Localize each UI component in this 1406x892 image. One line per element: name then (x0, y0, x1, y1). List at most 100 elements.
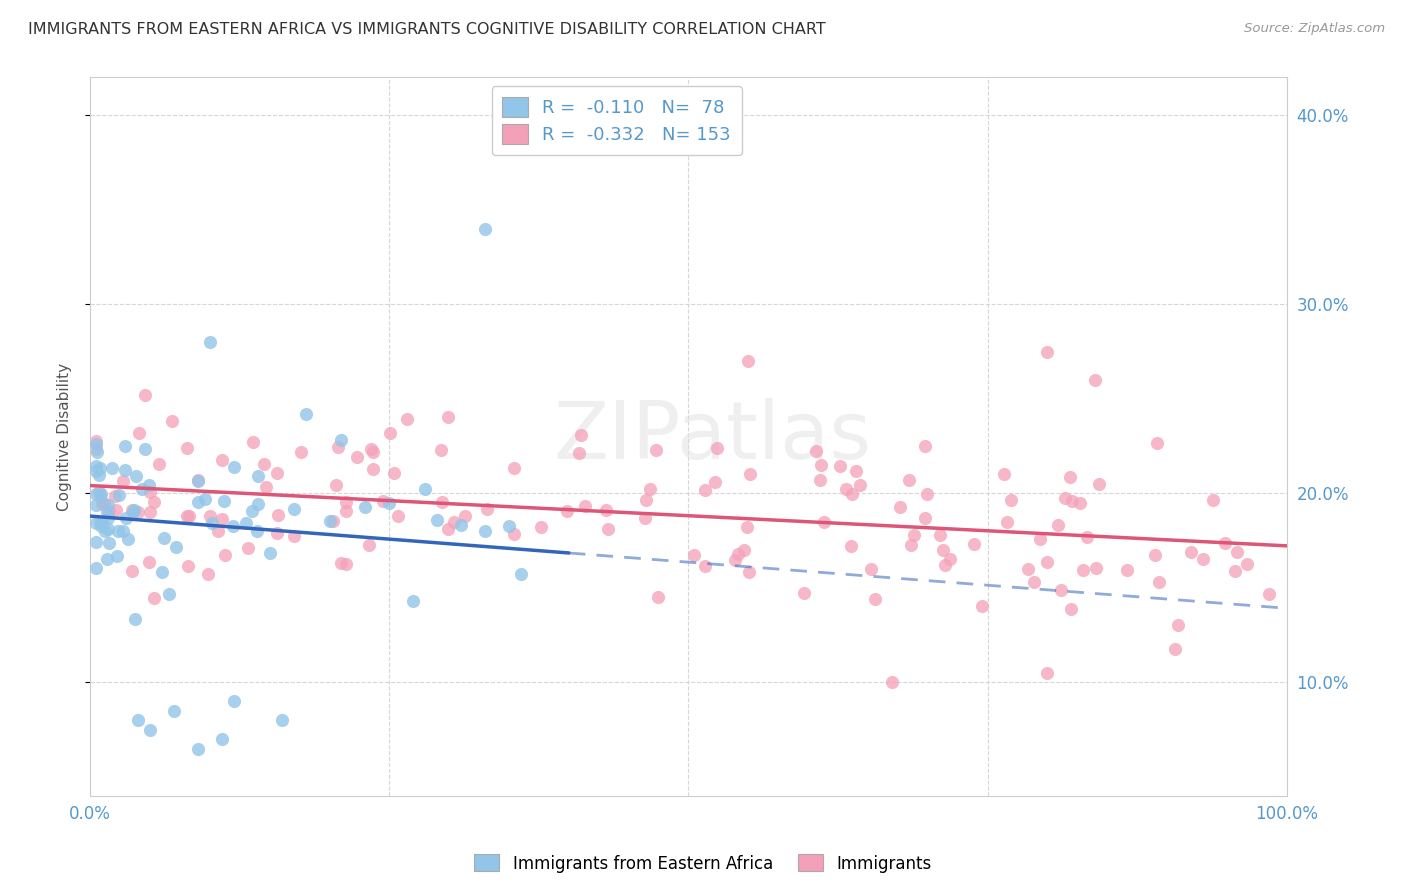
Point (90, 519, 112, 533)
Point (1036, 555, 1059, 569)
Point (214, 494, 236, 508)
Point (860, 562, 883, 576)
Point (176, 441, 198, 455)
Point (363, 444, 385, 458)
Point (89, 461, 111, 475)
Point (112, 474, 135, 488)
Point (91, 497, 114, 511)
Point (246, 524, 269, 539)
Point (176, 508, 198, 523)
Point (96, 551, 118, 566)
Point (810, 458, 832, 472)
Text: ZIPatlas: ZIPatlas (554, 398, 872, 475)
Point (187, 475, 209, 489)
Point (929, 528, 952, 542)
Point (900, 538, 922, 552)
Point (283, 502, 305, 516)
Point (87, 485, 110, 500)
Point (114, 439, 136, 453)
Point (644, 442, 666, 457)
Point (970, 599, 993, 613)
Point (738, 565, 761, 579)
Point (503, 527, 526, 541)
Point (569, 428, 592, 442)
Point (963, 537, 986, 551)
Point (1146, 435, 1168, 450)
Point (396, 411, 419, 425)
Point (194, 492, 217, 507)
Point (142, 591, 165, 605)
Point (84, 442, 107, 456)
Point (638, 482, 661, 496)
Point (246, 469, 269, 483)
Point (555, 504, 578, 518)
Point (122, 505, 145, 519)
Point (96, 505, 118, 519)
Point (503, 460, 526, 475)
Point (157, 587, 180, 601)
Y-axis label: Cognitive Disability: Cognitive Disability (58, 362, 72, 510)
Point (938, 552, 960, 566)
Point (176, 558, 198, 573)
Point (1223, 564, 1246, 578)
Point (97, 522, 120, 536)
Point (1036, 665, 1059, 680)
Point (198, 335, 221, 350)
Point (703, 475, 725, 490)
Point (246, 497, 269, 511)
Point (934, 558, 956, 573)
Point (413, 482, 436, 496)
Point (266, 466, 288, 480)
Point (835, 482, 858, 496)
Point (735, 520, 758, 534)
Point (359, 538, 381, 552)
Point (634, 492, 657, 507)
Point (235, 516, 257, 530)
Point (270, 713, 292, 727)
Point (240, 504, 263, 518)
Point (86, 535, 108, 549)
Point (335, 504, 357, 518)
Point (97, 504, 120, 518)
Point (335, 495, 357, 509)
Point (108, 487, 131, 501)
Point (124, 469, 146, 483)
Point (1060, 602, 1083, 616)
Point (634, 511, 657, 525)
Point (849, 478, 872, 492)
Point (897, 473, 920, 487)
Point (84, 487, 107, 501)
Point (111, 524, 134, 538)
Point (98, 535, 121, 549)
Point (903, 528, 925, 542)
Point (93, 524, 115, 538)
Point (127, 505, 149, 519)
Point (84, 516, 107, 530)
Point (121, 503, 143, 517)
Point (437, 522, 460, 536)
Point (89, 516, 111, 530)
Point (139, 485, 162, 500)
Point (131, 482, 153, 496)
Point (117, 532, 139, 546)
Point (387, 509, 409, 524)
Point (1054, 491, 1077, 506)
Point (1226, 545, 1249, 559)
Point (1050, 582, 1073, 597)
Point (402, 594, 425, 608)
Point (127, 713, 149, 727)
Point (474, 221, 496, 235)
Point (104, 503, 127, 517)
Point (84, 434, 107, 449)
Point (373, 494, 395, 508)
Point (97, 511, 120, 525)
Point (1192, 551, 1215, 566)
Point (474, 524, 496, 538)
Point (211, 512, 233, 526)
Point (1088, 477, 1111, 491)
Point (727, 547, 749, 561)
Point (1149, 574, 1171, 589)
Point (738, 467, 761, 481)
Point (139, 505, 162, 519)
Point (89, 467, 111, 482)
